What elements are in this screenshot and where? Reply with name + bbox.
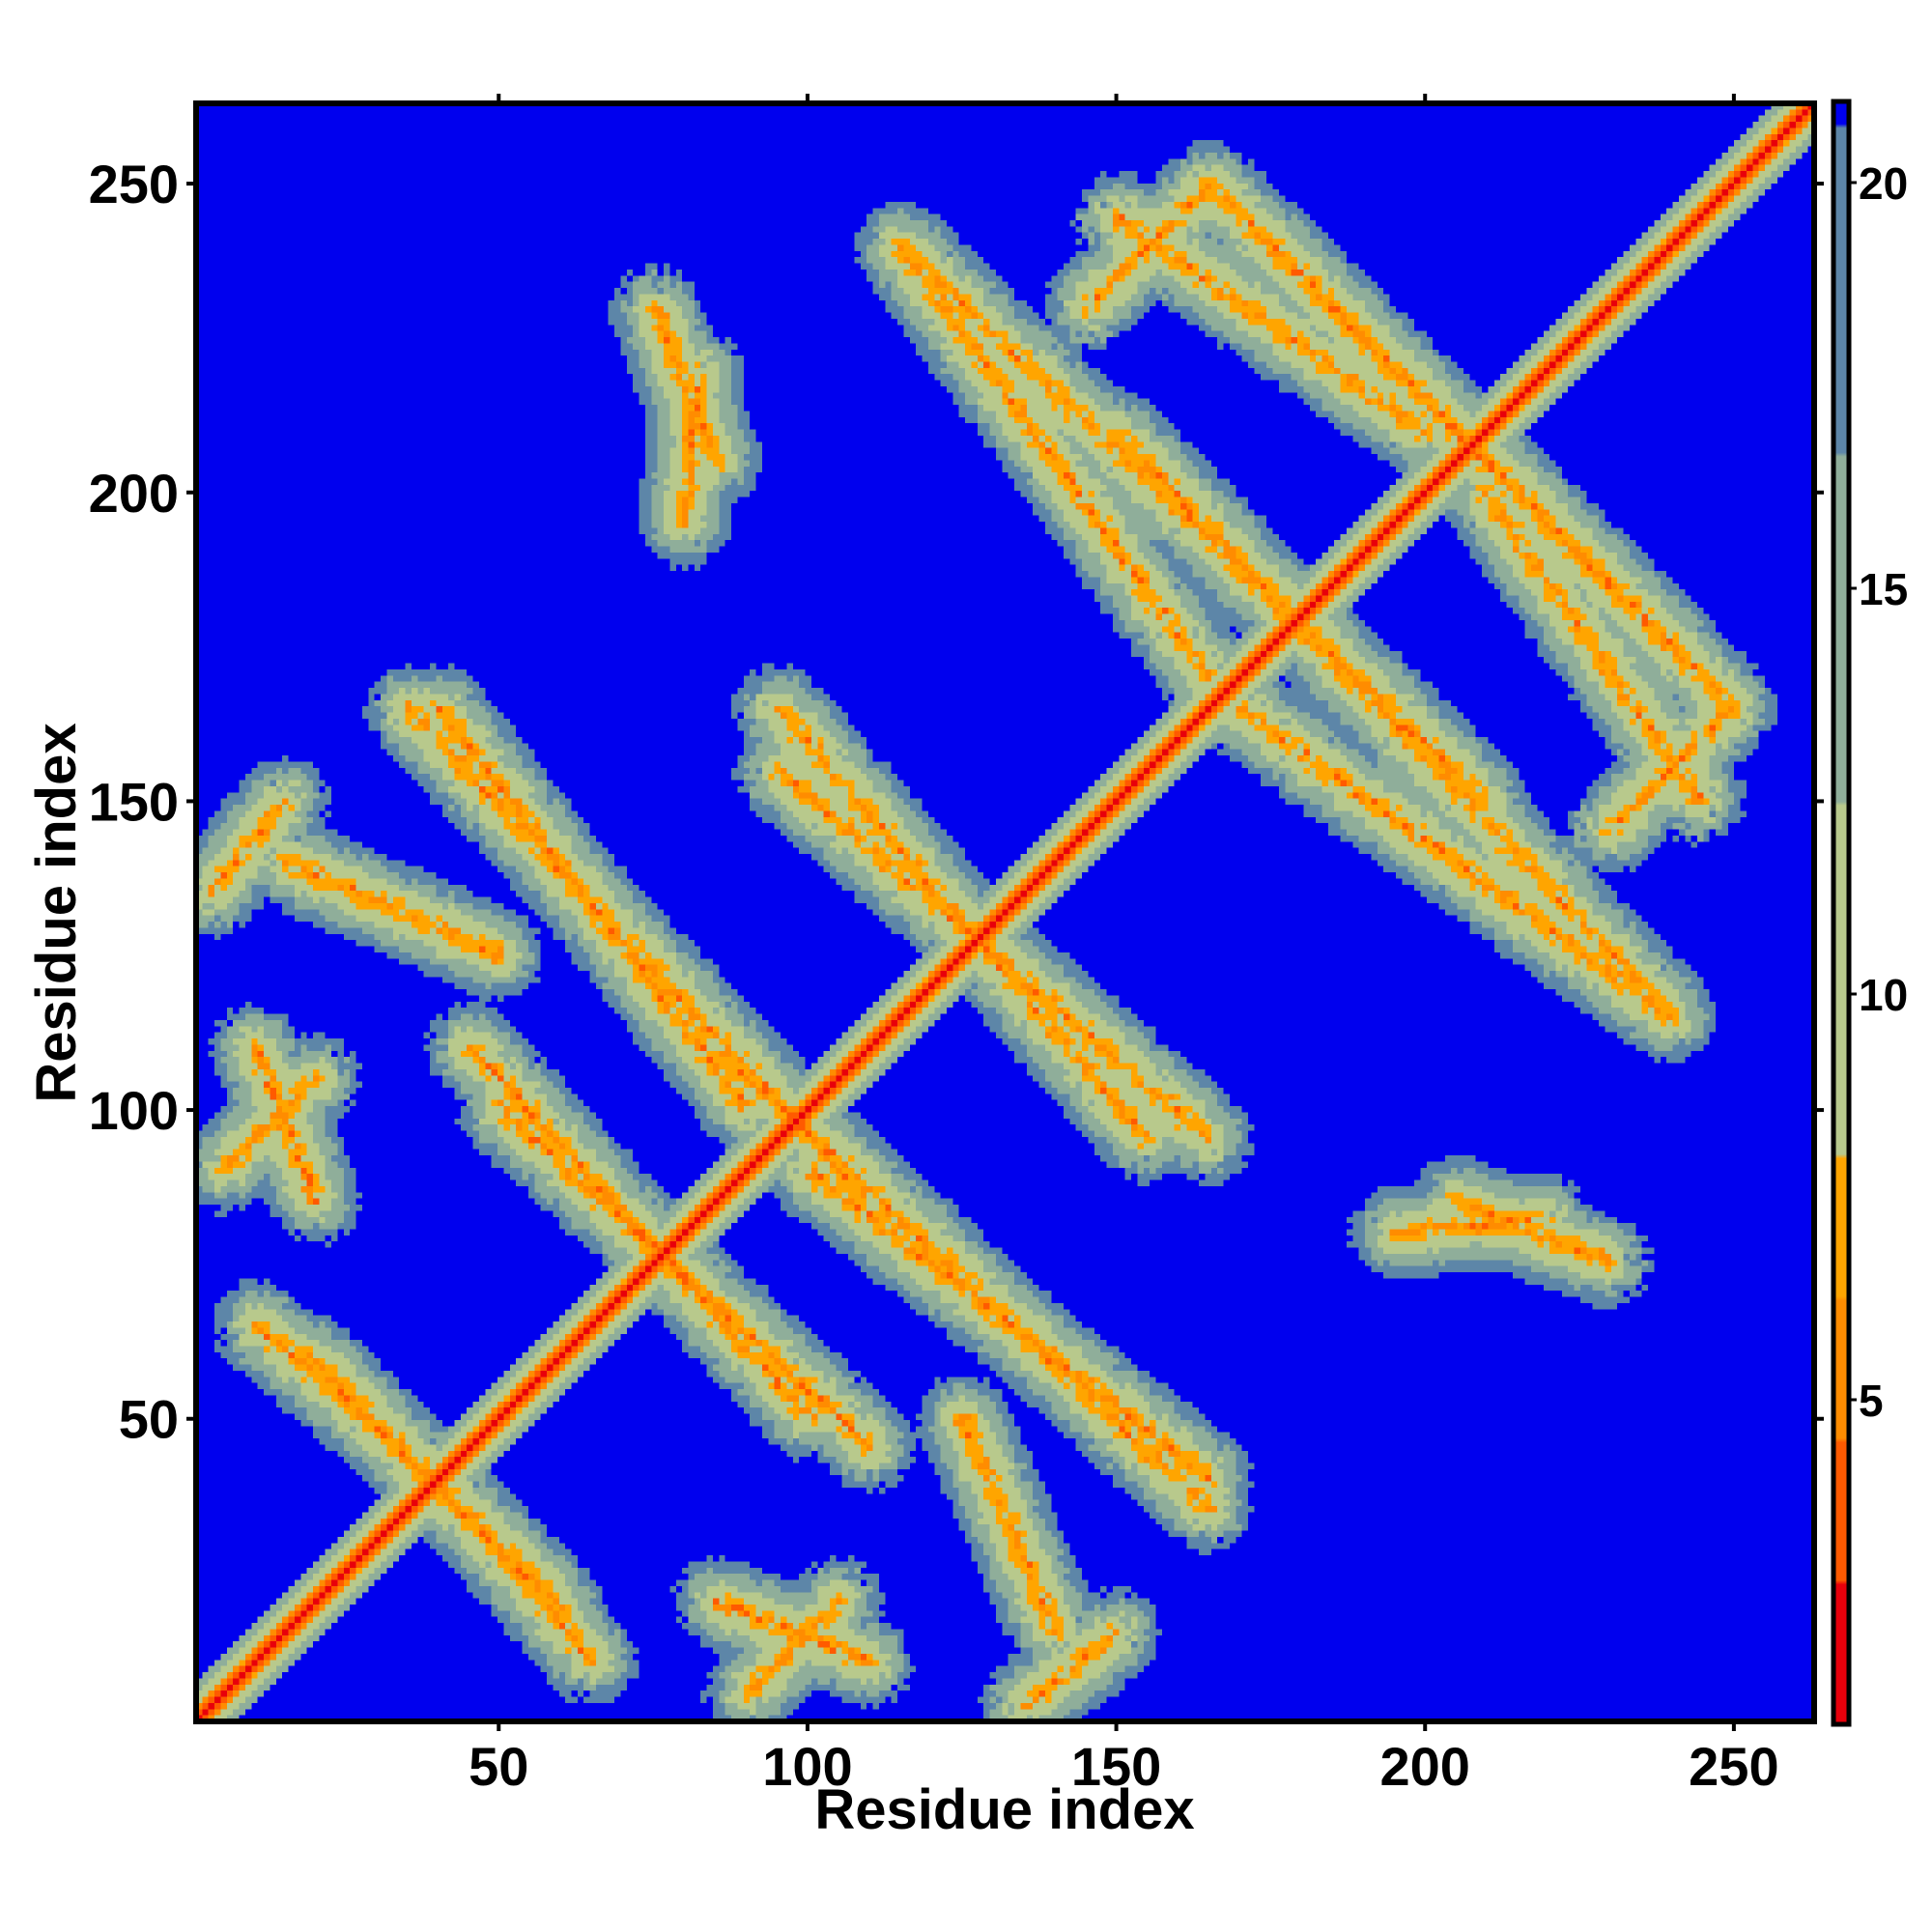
colorbar-frame [1831,99,1852,1727]
y-tick-label: 50 [119,1389,179,1450]
y-tick-label: 100 [89,1080,179,1141]
x-tick-label: 150 [1071,1736,1161,1797]
x-tick-label: 200 [1380,1736,1470,1797]
y-axis-title: Residue index [25,723,88,1102]
x-tick-label: 100 [762,1736,852,1797]
y-tick-label: 250 [89,154,179,214]
x-tick-label: 250 [1689,1736,1778,1797]
x-tick-label: 50 [469,1736,528,1797]
plot-frame [193,100,1817,1724]
colorbar-gradient [1833,101,1849,1724]
y-tick-label: 200 [89,463,179,524]
y-tick-label: 150 [89,771,179,832]
colorbar-tick-label: 5 [1859,1376,1884,1426]
colorbar-tick-label: 10 [1859,970,1908,1020]
x-axis-title: Residue index [814,1778,1194,1841]
colorbar-tick-label: 15 [1859,564,1908,614]
y-axis-ticks: 50 100 150 200 250 [89,154,1824,1450]
x-axis-ticks: 50 100 150 200 250 [469,94,1779,1797]
colorbar-ticks: 5 10 15 20 [1849,158,1908,1426]
colorbar-tick-label: 20 [1859,158,1908,209]
distance-heatmap [196,103,1814,1721]
